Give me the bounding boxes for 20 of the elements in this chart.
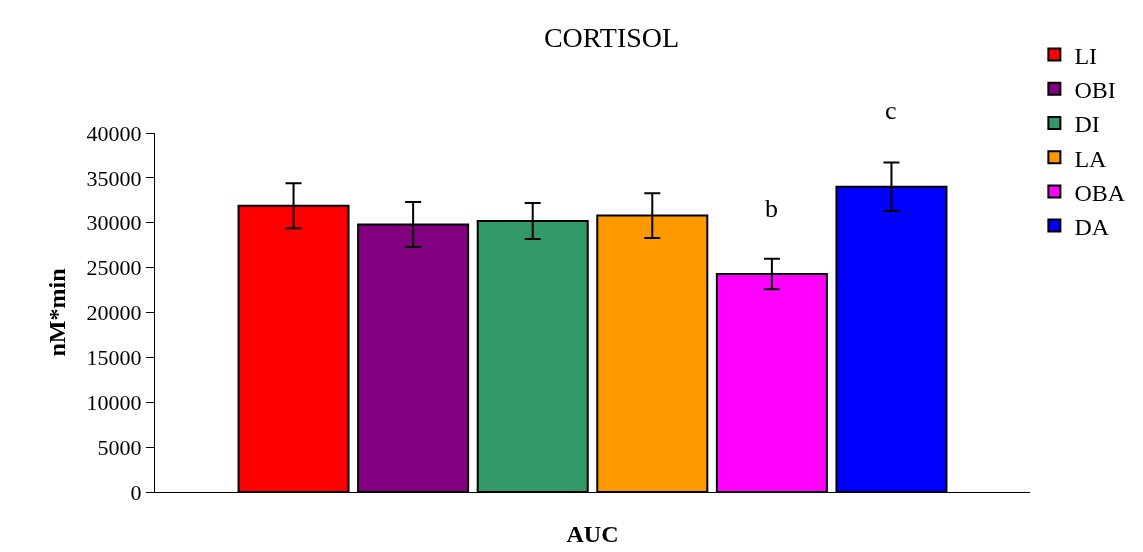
x-axis-title: AUC: [566, 520, 619, 547]
legend-label: LI: [1074, 42, 1098, 69]
chart-title: CORTISOL: [543, 22, 680, 54]
y-tick-label: 10000: [86, 389, 142, 415]
y-tick-label: 15000: [86, 345, 142, 371]
y-tick-label: 5000: [97, 434, 142, 460]
y-tick-label: 0: [130, 479, 142, 505]
legend-label: OBA: [1074, 179, 1126, 206]
y-tick-label: 25000: [86, 255, 142, 281]
y-tick-label: 20000: [86, 300, 142, 326]
y-tick-label: 35000: [86, 165, 142, 191]
y-tick-label: 30000: [86, 210, 142, 236]
text: c: [885, 96, 897, 125]
legend-label: DI: [1074, 111, 1100, 138]
y-tick-label: 40000: [86, 120, 142, 146]
annotation: b: [765, 194, 778, 223]
legend-label: OBI: [1074, 77, 1116, 104]
legend-label: LA: [1074, 145, 1108, 172]
y-axis-title: nM*min: [43, 268, 70, 357]
legend-label: DA: [1074, 213, 1110, 240]
